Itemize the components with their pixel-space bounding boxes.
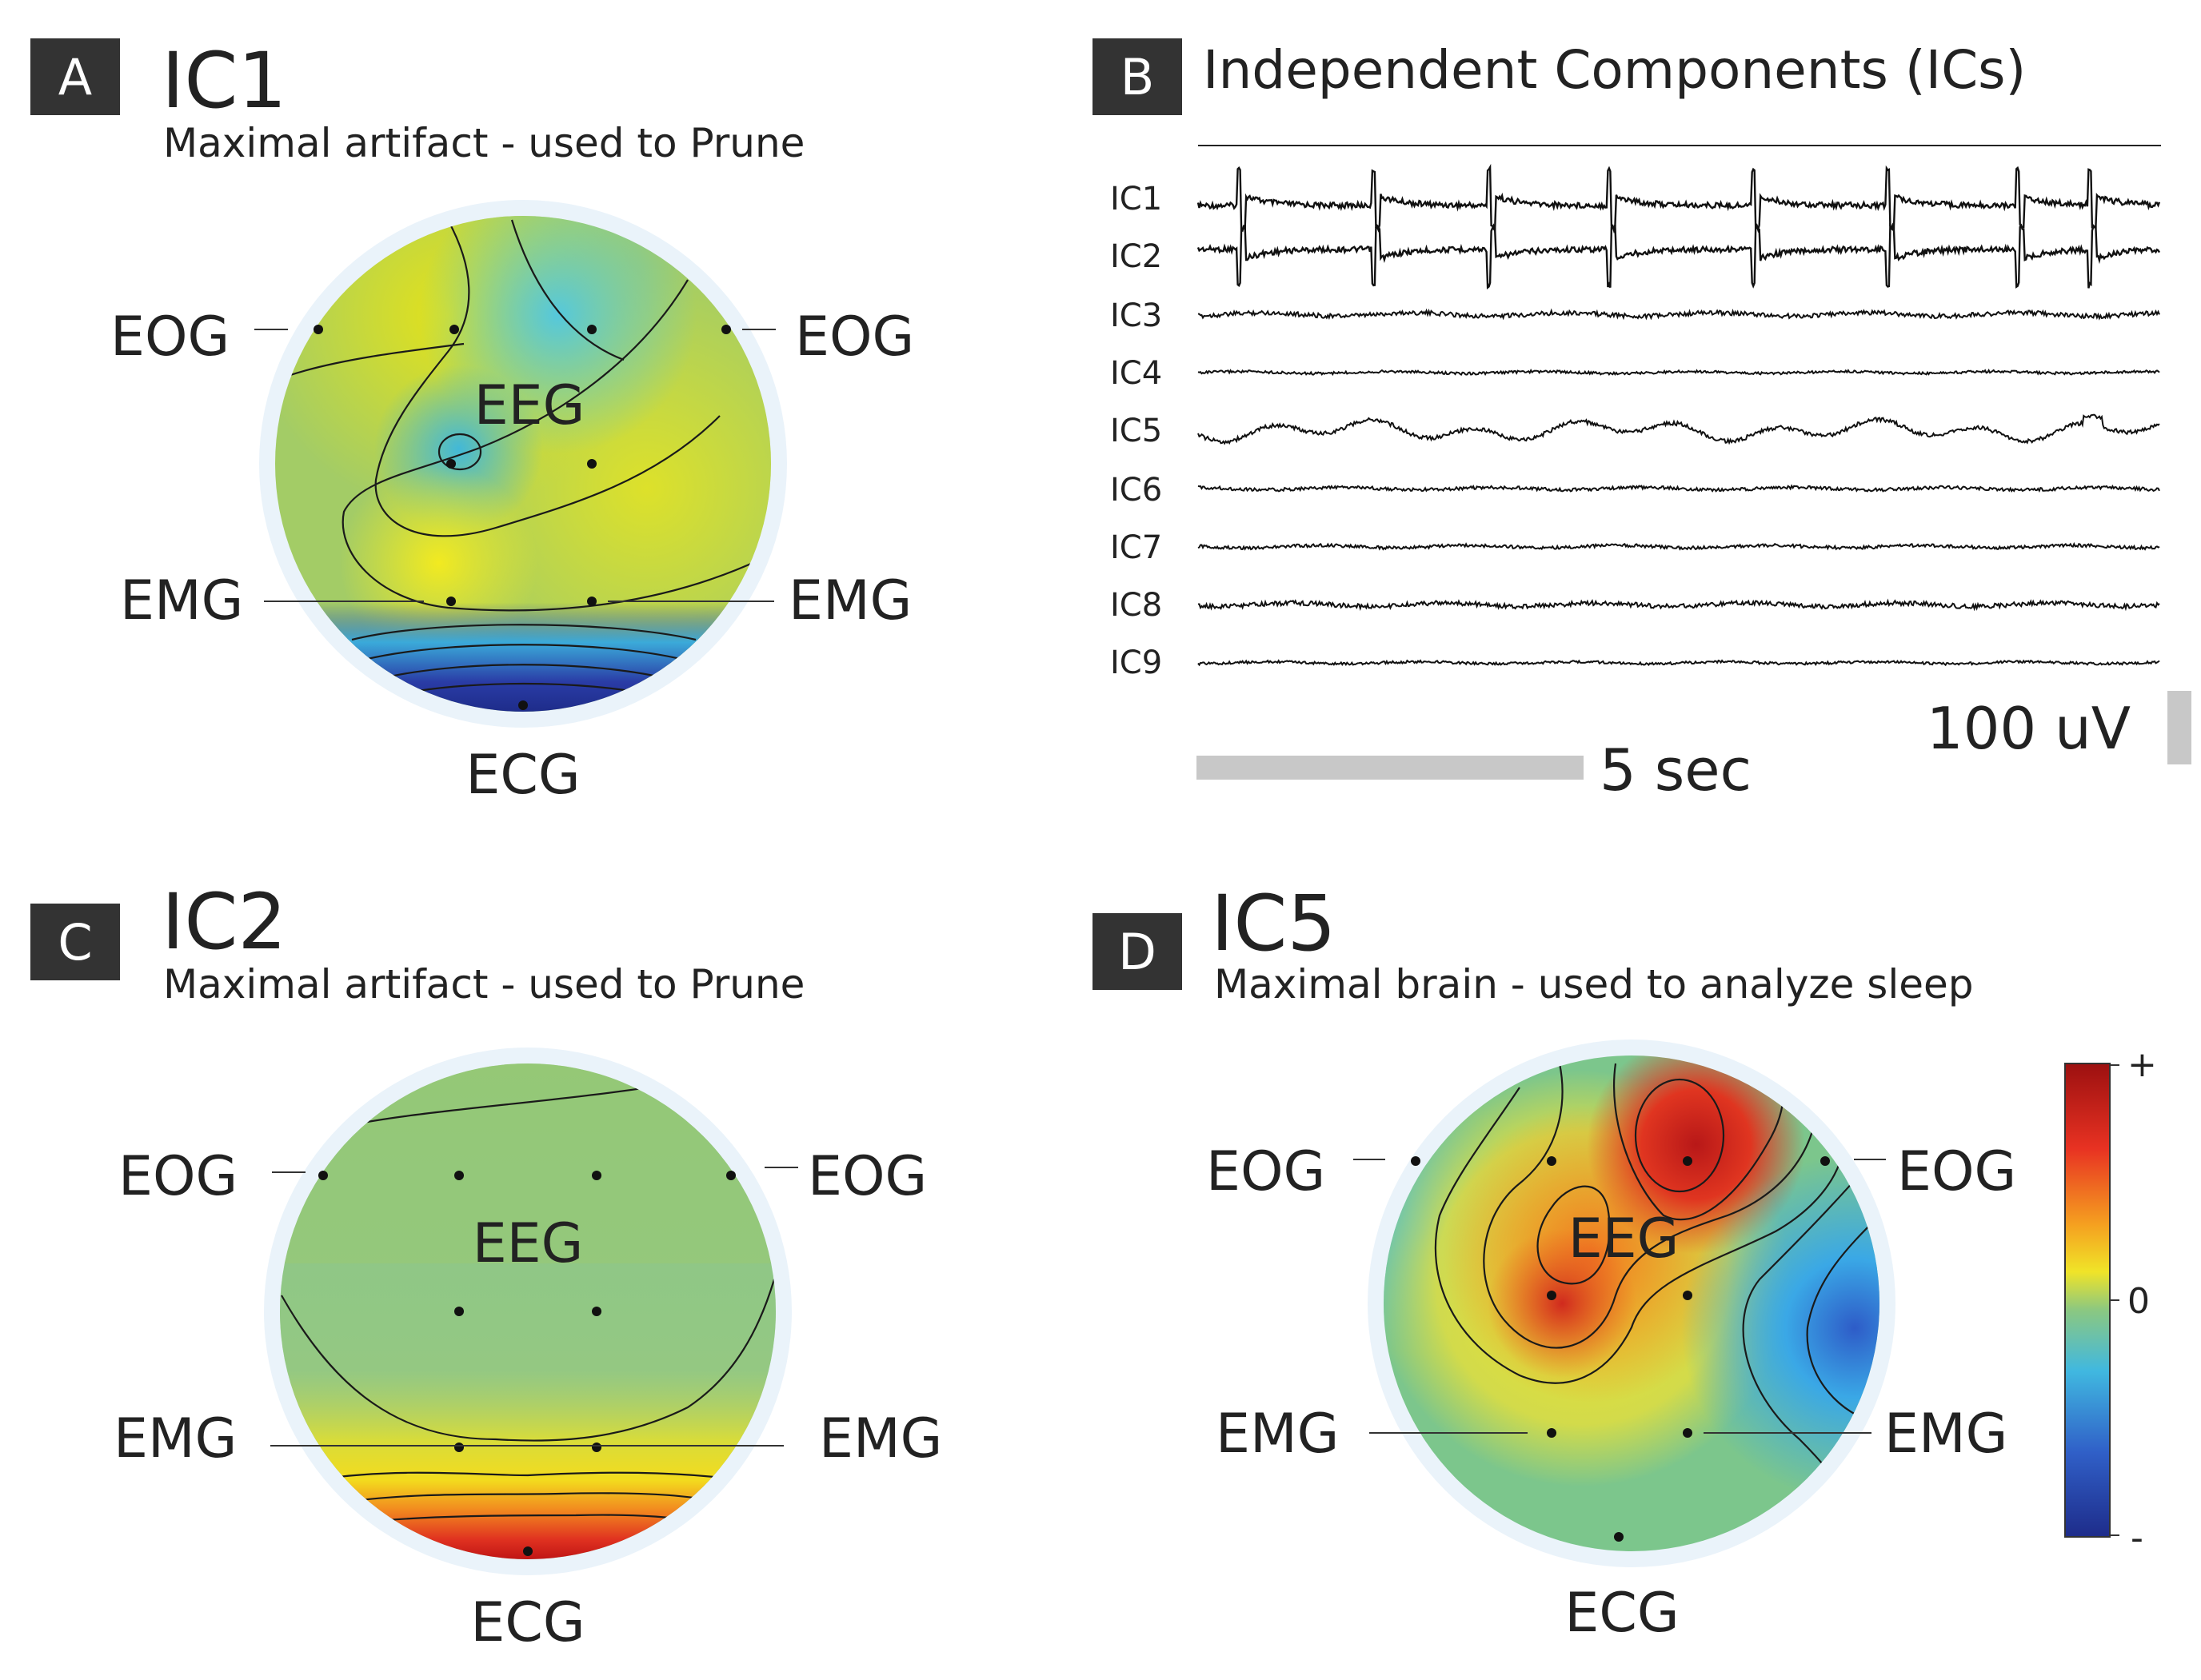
ic-label: IC9 [1110, 644, 1162, 681]
ecg-label: ECG [1564, 1582, 1679, 1645]
ic-label: IC3 [1110, 297, 1162, 334]
panel-b: B Independent Components (ICs) IC1 IC2 I… [1093, 38, 2191, 804]
emg-left-label: EMG [114, 1407, 237, 1470]
panel-c-subtitle: Maximal artifact - used to Prune [163, 961, 805, 1008]
time-scale-label: 5 sec [1600, 736, 1752, 804]
ic-trace [1197, 368, 2160, 377]
ic-traces [1196, 163, 2161, 667]
panel-a-title: IC1 [162, 36, 286, 126]
emg-right-label: EMG [1884, 1403, 2007, 1466]
eog-right-label: EOG [795, 305, 914, 369]
eog-right-label: EOG [808, 1145, 927, 1208]
panel-d-badge [1093, 913, 1182, 990]
ic-label: IC8 [1110, 587, 1162, 624]
panel-d-title: IC5 [1211, 879, 1336, 968]
ecg-label: ECG [470, 1591, 585, 1654]
eog-right-label: EOG [1897, 1140, 2016, 1203]
ic-trace [1198, 598, 2160, 612]
ic-trace [1197, 413, 2160, 445]
ic-label: IC4 [1110, 355, 1162, 392]
ic-label: IC5 [1110, 413, 1162, 449]
colorbar-zero-label: 0 [2127, 1281, 2150, 1322]
scalp-topomap-ic5 [1384, 1055, 1879, 1551]
panel-d-subtitle: Maximal brain - used to analyze sleep [1214, 961, 1974, 1008]
colorbar-min-label: - [2131, 1518, 2143, 1558]
leader-lines [1353, 1159, 1886, 1434]
ic-label: IC6 [1110, 472, 1162, 509]
electrodes [314, 325, 731, 710]
ic-label: IC7 [1110, 529, 1162, 566]
panel-d: D IC5 Maximal brain - used to analyze sl… [1093, 879, 2157, 1645]
panel-b-badge [1093, 38, 1182, 115]
ic-trace [1197, 484, 2160, 493]
ic-trace [1197, 541, 2160, 551]
scalp-topomap-ic2 [280, 1063, 776, 1559]
ic-trace [1196, 163, 2161, 233]
eeg-label: EEG [474, 374, 585, 437]
panel-c-letter: C [58, 913, 92, 972]
eog-left-label: EOG [118, 1145, 238, 1208]
leader-lines [270, 1167, 798, 1447]
colorbar: + 0 - [2064, 1044, 2157, 1558]
panel-a-badge [30, 38, 120, 115]
colorbar-max-label: + [2127, 1044, 2157, 1085]
emg-left-label: EMG [1216, 1403, 1339, 1466]
leader-lines [254, 329, 776, 602]
eog-left-label: EOG [110, 305, 230, 369]
panel-b-title: Independent Components (ICs) [1203, 39, 2026, 101]
electrodes [1411, 1156, 1830, 1542]
ic-trace [1197, 308, 2160, 321]
ic-label: IC1 [1110, 181, 1162, 217]
panel-b-letter: B [1120, 48, 1155, 106]
eeg-label: EEG [473, 1212, 584, 1275]
amplitude-scale-bar [2167, 691, 2191, 764]
panel-d-letter: D [1118, 923, 1156, 981]
panel-c: C IC2 Maximal artifact - used to Prune [30, 877, 942, 1654]
scalp-topomap-ic1 [275, 216, 771, 712]
ic-trace [1196, 222, 2161, 290]
amplitude-scale-label: 100 uV [1927, 695, 2131, 762]
colorbar-gradient [2064, 1063, 2111, 1538]
emg-right-label: EMG [819, 1407, 942, 1470]
eog-left-label: EOG [1206, 1140, 1325, 1203]
ecg-label: ECG [465, 744, 580, 807]
eeg-label: EEG [1568, 1207, 1680, 1271]
ic-labels: IC1 IC2 IC3 IC4 IC5 IC6 IC7 IC8 IC9 [1110, 181, 1162, 681]
panel-a-subtitle: Maximal artifact - used to Prune [163, 120, 805, 166]
panel-a-letter: A [58, 48, 92, 106]
panel-c-badge [30, 904, 120, 980]
ic-trace [1197, 659, 2160, 667]
time-scale-bar [1196, 756, 1584, 780]
ic-label: IC2 [1110, 238, 1162, 275]
panel-a: A IC1 Maximal artifact - used to Prune [30, 36, 914, 807]
panel-c-title: IC2 [162, 877, 286, 967]
emg-left-label: EMG [120, 569, 243, 632]
emg-right-label: EMG [789, 569, 912, 632]
